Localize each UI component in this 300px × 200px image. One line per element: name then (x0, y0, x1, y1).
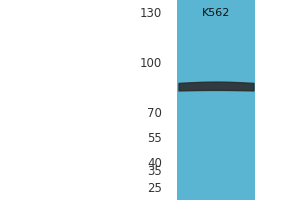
Text: 40: 40 (147, 157, 162, 170)
Text: 25: 25 (147, 182, 162, 195)
Text: 130: 130 (140, 7, 162, 20)
Text: K562: K562 (202, 8, 230, 18)
Text: 35: 35 (147, 165, 162, 178)
Text: 100: 100 (140, 57, 162, 70)
Text: 55: 55 (147, 132, 162, 145)
Text: 70: 70 (147, 107, 162, 120)
Bar (177, 0, 255, 200)
